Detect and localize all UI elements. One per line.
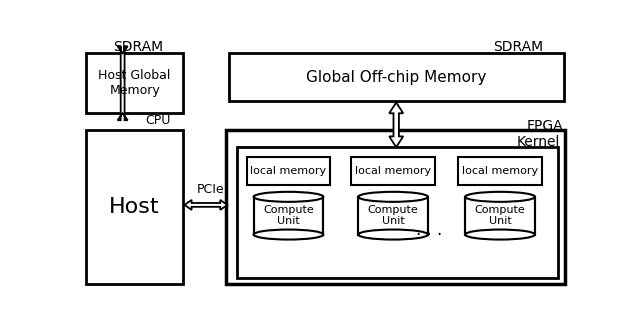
Polygon shape — [118, 46, 127, 120]
Bar — [229, 53, 564, 101]
Bar — [358, 197, 428, 239]
Text: . . .: . . . — [415, 220, 442, 238]
Bar — [465, 192, 536, 197]
Ellipse shape — [465, 192, 535, 202]
Text: Kernel: Kernel — [517, 135, 561, 149]
Text: Compute
Unit: Compute Unit — [475, 205, 525, 227]
Bar — [253, 192, 324, 197]
Text: SDRAM: SDRAM — [113, 40, 163, 54]
Text: Compute
Unit: Compute Unit — [368, 205, 419, 227]
Text: local memory: local memory — [355, 166, 431, 176]
Text: Global Off-chip Memory: Global Off-chip Memory — [306, 70, 486, 85]
Bar — [465, 197, 535, 239]
Text: Host: Host — [109, 197, 160, 217]
Bar — [226, 130, 565, 284]
Text: PCIe: PCIe — [196, 183, 224, 196]
Bar — [358, 192, 429, 197]
Text: SDRAM: SDRAM — [493, 40, 543, 54]
Ellipse shape — [358, 192, 428, 202]
Ellipse shape — [465, 230, 535, 239]
Text: Host Global
Memory: Host Global Memory — [99, 69, 171, 97]
Bar — [237, 147, 558, 278]
Bar — [458, 157, 542, 185]
Bar — [86, 130, 183, 284]
Bar — [86, 53, 183, 113]
Text: CPU: CPU — [145, 114, 170, 127]
Text: local memory: local memory — [462, 166, 538, 176]
Polygon shape — [184, 200, 227, 210]
Text: Compute
Unit: Compute Unit — [263, 205, 314, 227]
Ellipse shape — [358, 230, 428, 239]
Ellipse shape — [253, 230, 323, 239]
Text: FPGA: FPGA — [527, 119, 563, 133]
Bar — [351, 157, 435, 185]
Polygon shape — [389, 102, 403, 147]
Bar — [253, 197, 323, 239]
Ellipse shape — [253, 192, 323, 202]
Bar — [246, 157, 330, 185]
Text: local memory: local memory — [250, 166, 326, 176]
